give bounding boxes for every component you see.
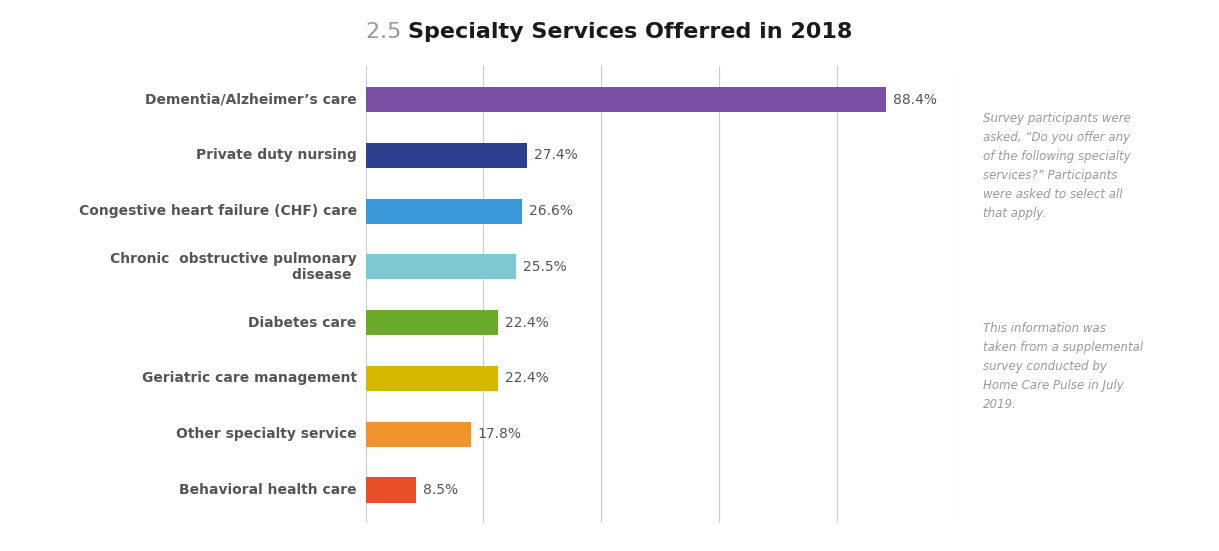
Text: Congestive heart failure (CHF) care: Congestive heart failure (CHF) care <box>78 204 357 218</box>
Text: 2.5: 2.5 <box>366 22 408 42</box>
Text: Chronic  obstructive pulmonary: Chronic obstructive pulmonary <box>110 252 357 266</box>
Text: disease: disease <box>293 268 357 282</box>
Text: Other specialty service: Other specialty service <box>176 427 357 441</box>
Text: This information was
taken from a supplemental
survey conducted by
Home Care Pul: This information was taken from a supple… <box>984 322 1143 411</box>
Text: Survey participants were
asked, “Do you offer any
of the following specialty
ser: Survey participants were asked, “Do you … <box>984 112 1131 220</box>
Bar <box>366 143 527 168</box>
Text: 25.5%: 25.5% <box>523 260 567 274</box>
Bar <box>366 366 497 391</box>
Text: 8.5%: 8.5% <box>423 483 458 497</box>
Text: Private duty nursing: Private duty nursing <box>196 148 357 163</box>
Bar <box>366 255 516 279</box>
Bar <box>366 198 523 224</box>
Text: 22.4%: 22.4% <box>505 371 549 386</box>
Bar <box>366 422 471 447</box>
Bar <box>366 87 886 112</box>
Text: 17.8%: 17.8% <box>478 427 522 441</box>
Text: 26.6%: 26.6% <box>529 204 573 218</box>
Text: 27.4%: 27.4% <box>534 148 578 163</box>
Text: Behavioral health care: Behavioral health care <box>179 483 357 497</box>
Text: Diabetes care: Diabetes care <box>249 316 357 329</box>
Text: Dementia/Alzheimer’s care: Dementia/Alzheimer’s care <box>145 93 357 106</box>
Text: 22.4%: 22.4% <box>505 316 549 329</box>
Bar <box>366 477 416 503</box>
Text: Specialty Services Offerred in 2018: Specialty Services Offerred in 2018 <box>408 22 853 42</box>
Text: Geriatric care management: Geriatric care management <box>141 371 357 386</box>
Text: 88.4%: 88.4% <box>894 93 937 106</box>
Bar <box>366 310 497 335</box>
